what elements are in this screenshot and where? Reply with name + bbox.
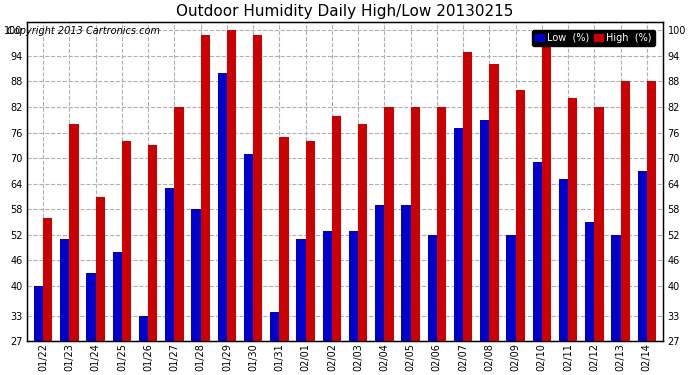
Bar xyxy=(489,64,499,375)
Bar xyxy=(437,107,446,375)
Bar xyxy=(270,312,279,375)
Bar xyxy=(60,239,70,375)
Bar xyxy=(70,124,79,375)
Bar xyxy=(533,162,542,375)
Bar xyxy=(358,124,367,375)
Bar xyxy=(227,30,236,375)
Bar xyxy=(297,239,306,375)
Bar xyxy=(611,235,620,375)
Bar xyxy=(218,73,227,375)
Bar xyxy=(638,171,647,375)
Bar xyxy=(428,235,437,375)
Bar xyxy=(191,209,201,375)
Bar xyxy=(86,273,96,375)
Bar xyxy=(506,235,515,375)
Bar xyxy=(585,222,594,375)
Bar xyxy=(139,316,148,375)
Bar xyxy=(253,34,262,375)
Bar xyxy=(175,107,184,375)
Bar xyxy=(454,128,463,375)
Bar xyxy=(594,107,604,375)
Bar xyxy=(165,188,175,375)
Bar xyxy=(411,107,420,375)
Text: Copyright 2013 Cartronics.com: Copyright 2013 Cartronics.com xyxy=(7,26,160,36)
Bar xyxy=(34,286,43,375)
Bar xyxy=(279,137,288,375)
Bar xyxy=(43,218,52,375)
Bar xyxy=(306,141,315,375)
Bar xyxy=(480,120,489,375)
Bar xyxy=(122,141,131,375)
Bar xyxy=(323,231,332,375)
Bar xyxy=(384,107,393,375)
Bar xyxy=(568,99,578,375)
Bar xyxy=(515,90,525,375)
Bar xyxy=(201,34,210,375)
Bar xyxy=(463,52,472,375)
Bar xyxy=(332,116,341,375)
Bar xyxy=(559,180,568,375)
Bar xyxy=(112,252,122,375)
Bar xyxy=(402,205,411,375)
Bar xyxy=(349,231,358,375)
Bar xyxy=(148,146,157,375)
Bar xyxy=(647,81,656,375)
Title: Outdoor Humidity Daily High/Low 20130215: Outdoor Humidity Daily High/Low 20130215 xyxy=(177,4,513,19)
Bar xyxy=(375,205,384,375)
Bar xyxy=(620,81,630,375)
Legend: Low  (%), High  (%): Low (%), High (%) xyxy=(532,30,655,46)
Bar xyxy=(542,30,551,375)
Bar xyxy=(96,196,105,375)
Bar xyxy=(244,154,253,375)
